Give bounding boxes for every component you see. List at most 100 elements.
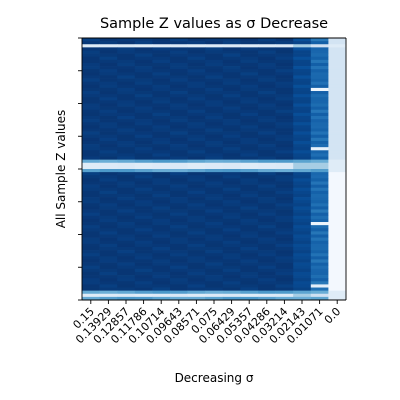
heatmap-cell <box>222 66 241 70</box>
heatmap-cell <box>170 156 188 160</box>
heatmap-cell <box>82 144 100 148</box>
heatmap-cell <box>240 53 259 58</box>
heatmap-cell <box>82 97 100 101</box>
heatmap-cell <box>240 203 259 207</box>
heatmap-cell <box>152 87 171 92</box>
heatmap-cell <box>328 215 347 220</box>
heatmap-cell <box>240 109 259 114</box>
heatmap-cell <box>99 222 118 226</box>
heatmap-cell <box>293 87 312 92</box>
heatmap-cell <box>293 290 312 295</box>
heatmap-cell <box>134 293 153 298</box>
heatmap-cell <box>117 147 136 151</box>
heatmap-cell <box>293 234 312 238</box>
heatmap-cell <box>99 187 118 192</box>
heatmap-cell <box>222 181 241 185</box>
heatmap-cell <box>328 44 347 48</box>
heatmap-cell <box>117 38 136 42</box>
heatmap-cell <box>222 278 241 282</box>
heatmap-cell <box>310 153 329 157</box>
heatmap-cell <box>205 137 224 142</box>
heatmap-cell <box>310 246 329 251</box>
heatmap-cell <box>134 256 153 260</box>
heatmap-cell <box>170 287 188 291</box>
heatmap-cell <box>99 259 118 263</box>
heatmap-cell <box>134 50 153 54</box>
heatmap-cell <box>134 44 153 48</box>
heatmap-cell <box>82 44 100 48</box>
heatmap-cell <box>99 103 118 107</box>
heatmap-cell <box>152 103 171 107</box>
heatmap-cell <box>240 190 259 195</box>
heatmap-cell <box>134 212 153 217</box>
heatmap-cell <box>82 287 100 291</box>
heatmap-cell <box>187 293 206 298</box>
heatmap-cell <box>82 265 100 270</box>
heatmap-cell <box>152 184 171 189</box>
heatmap-cell <box>258 109 276 114</box>
heatmap-cell <box>258 237 276 242</box>
heatmap-cell <box>310 144 329 148</box>
heatmap-cell <box>240 290 259 295</box>
heatmap-cell <box>275 119 294 123</box>
heatmap-cell <box>328 193 347 198</box>
heatmap-cell <box>187 112 206 117</box>
heatmap-cell <box>328 253 347 257</box>
heatmap-cell <box>293 218 312 223</box>
heatmap-cell <box>99 100 118 104</box>
heatmap-cell <box>187 240 206 245</box>
heatmap-cell <box>258 159 276 164</box>
heatmap-cell <box>134 218 153 223</box>
heatmap-cell <box>187 109 206 114</box>
heatmap-cell <box>310 128 329 132</box>
heatmap-cell <box>152 203 171 207</box>
heatmap-cell <box>187 271 206 276</box>
heatmap-cell <box>99 218 118 223</box>
heatmap-cell <box>275 94 294 98</box>
heatmap-cell <box>152 293 171 298</box>
heatmap-cell <box>258 228 276 232</box>
heatmap-cell <box>328 134 347 139</box>
heatmap-cell <box>170 91 188 95</box>
heatmap-cell <box>117 265 136 270</box>
heatmap-cell <box>99 268 118 273</box>
heatmap-cell <box>82 262 100 267</box>
heatmap-cell <box>99 243 118 248</box>
heatmap-cell <box>328 259 347 263</box>
heatmap-cell <box>293 156 312 160</box>
heatmap-cell <box>187 50 206 54</box>
heatmap-cell <box>205 103 224 107</box>
heatmap-cell <box>170 94 188 98</box>
heatmap-cell <box>258 212 276 217</box>
heatmap-cell <box>293 44 312 48</box>
heatmap-cell <box>222 147 241 151</box>
heatmap-cell <box>99 165 118 170</box>
heatmap-cell <box>82 91 100 95</box>
heatmap-cell <box>240 237 259 242</box>
heatmap-cell <box>152 284 171 288</box>
heatmap-cell <box>328 119 347 123</box>
heatmap-cell <box>310 172 329 176</box>
heatmap-cell <box>275 106 294 111</box>
heatmap-cell <box>275 78 294 83</box>
heatmap-cell <box>187 150 206 154</box>
heatmap-cell <box>205 38 224 42</box>
heatmap-cell <box>275 69 294 73</box>
heatmap-cell <box>187 81 206 86</box>
heatmap-cell <box>187 78 206 83</box>
heatmap-cell <box>99 162 118 167</box>
heatmap-cell <box>310 134 329 139</box>
heatmap-cell <box>328 100 347 104</box>
heatmap-cell <box>222 119 241 123</box>
heatmap-cell <box>275 172 294 176</box>
heatmap-cell <box>328 203 347 207</box>
heatmap-cell <box>205 134 224 139</box>
heatmap-cell <box>293 246 312 251</box>
heatmap-cell <box>205 147 224 151</box>
x-ticks: 0.150.139290.128570.117860.107140.096430… <box>70 300 343 346</box>
heatmap-cell <box>240 153 259 157</box>
heatmap-cell <box>222 293 241 298</box>
heatmap-cell <box>117 275 136 279</box>
heatmap-cell <box>170 240 188 245</box>
heatmap-cell <box>134 165 153 170</box>
